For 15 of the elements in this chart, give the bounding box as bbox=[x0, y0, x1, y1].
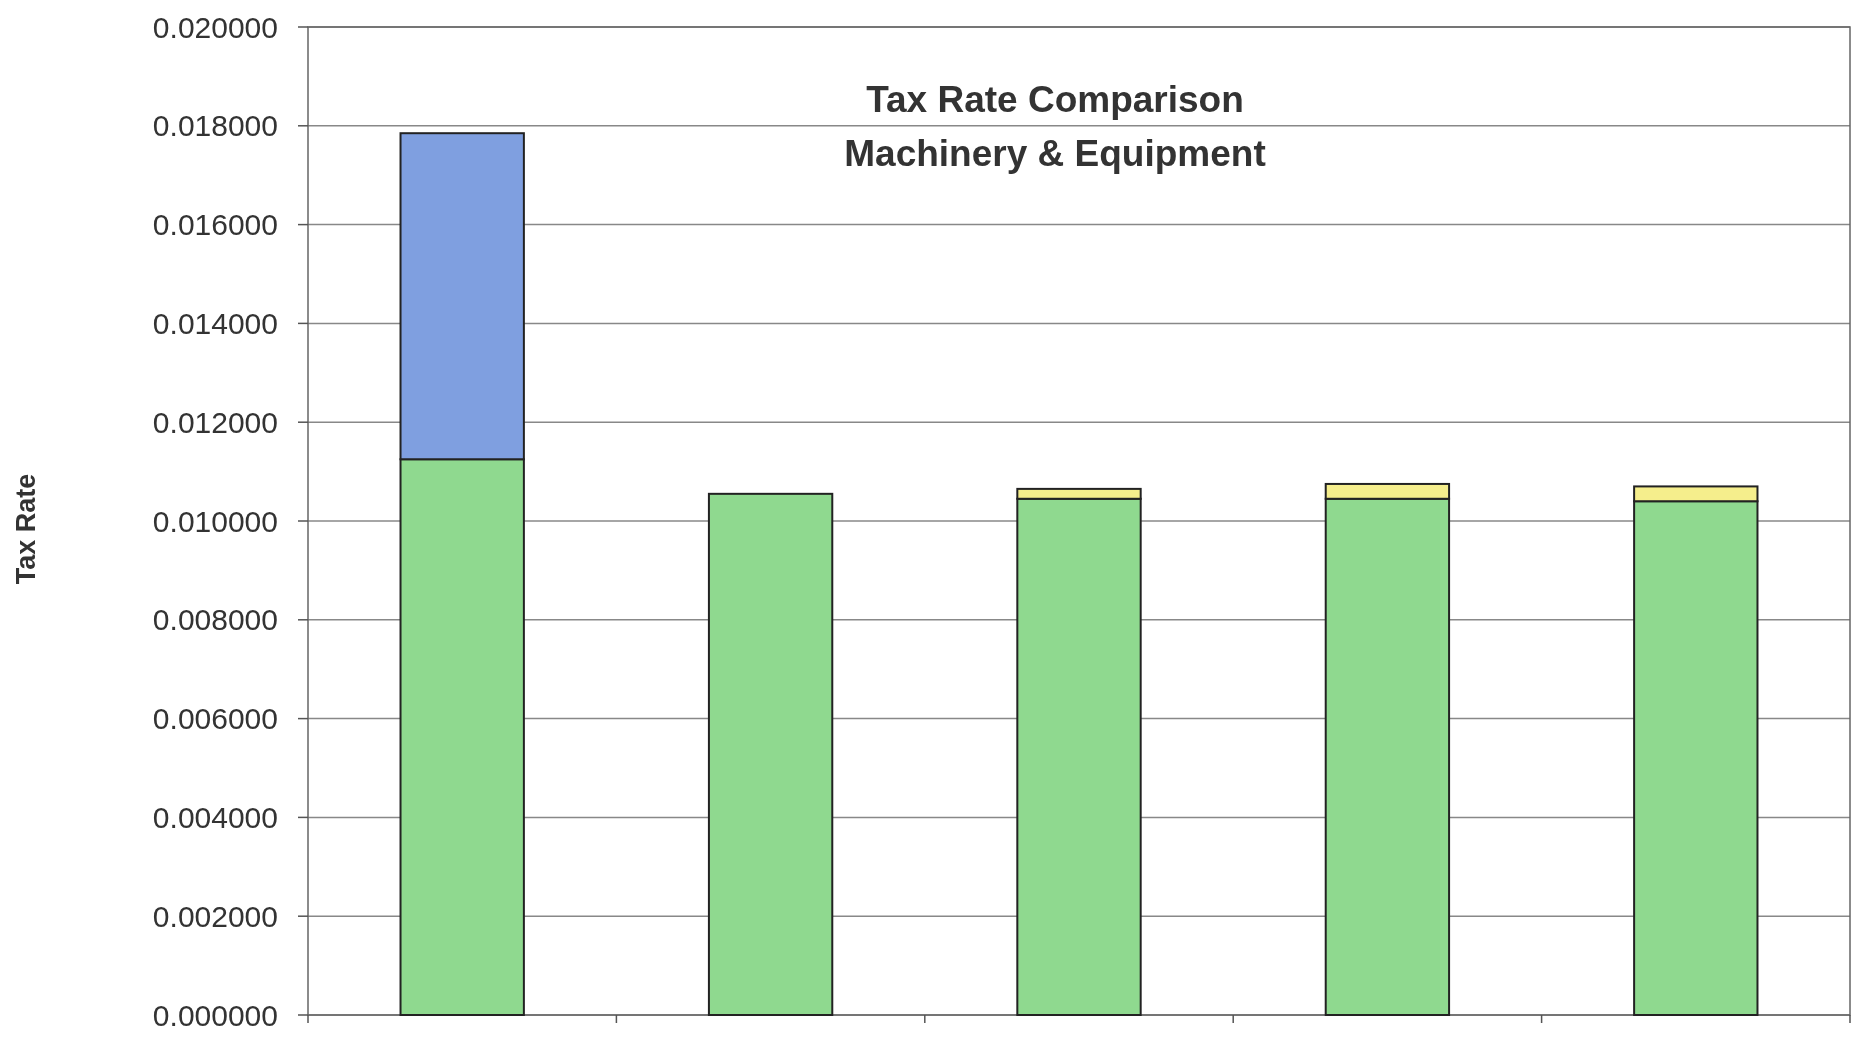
text: Tax Rate Comparison bbox=[866, 79, 1244, 120]
y-tick-label: 0.008000 bbox=[152, 603, 278, 637]
y-tick-label: 0.002000 bbox=[152, 899, 278, 933]
y-tick-label: 0.000000 bbox=[152, 998, 278, 1032]
text: Machinery & Equipment bbox=[844, 133, 1266, 174]
y-tick-label: 0.006000 bbox=[152, 702, 278, 736]
y-tick-label: 0.020000 bbox=[152, 10, 278, 44]
y-tick-label: 0.012000 bbox=[152, 405, 278, 439]
y-tick-label: 0.014000 bbox=[152, 306, 278, 340]
y-tick-label: 0.016000 bbox=[152, 208, 278, 242]
y-tick-label: 0.004000 bbox=[152, 800, 278, 834]
y-tick-label: 0.018000 bbox=[152, 109, 278, 143]
bar bbox=[707, 492, 834, 1016]
y-axis-title: Tax Rate bbox=[11, 473, 41, 585]
y-tick-label: 0.010000 bbox=[152, 504, 278, 538]
